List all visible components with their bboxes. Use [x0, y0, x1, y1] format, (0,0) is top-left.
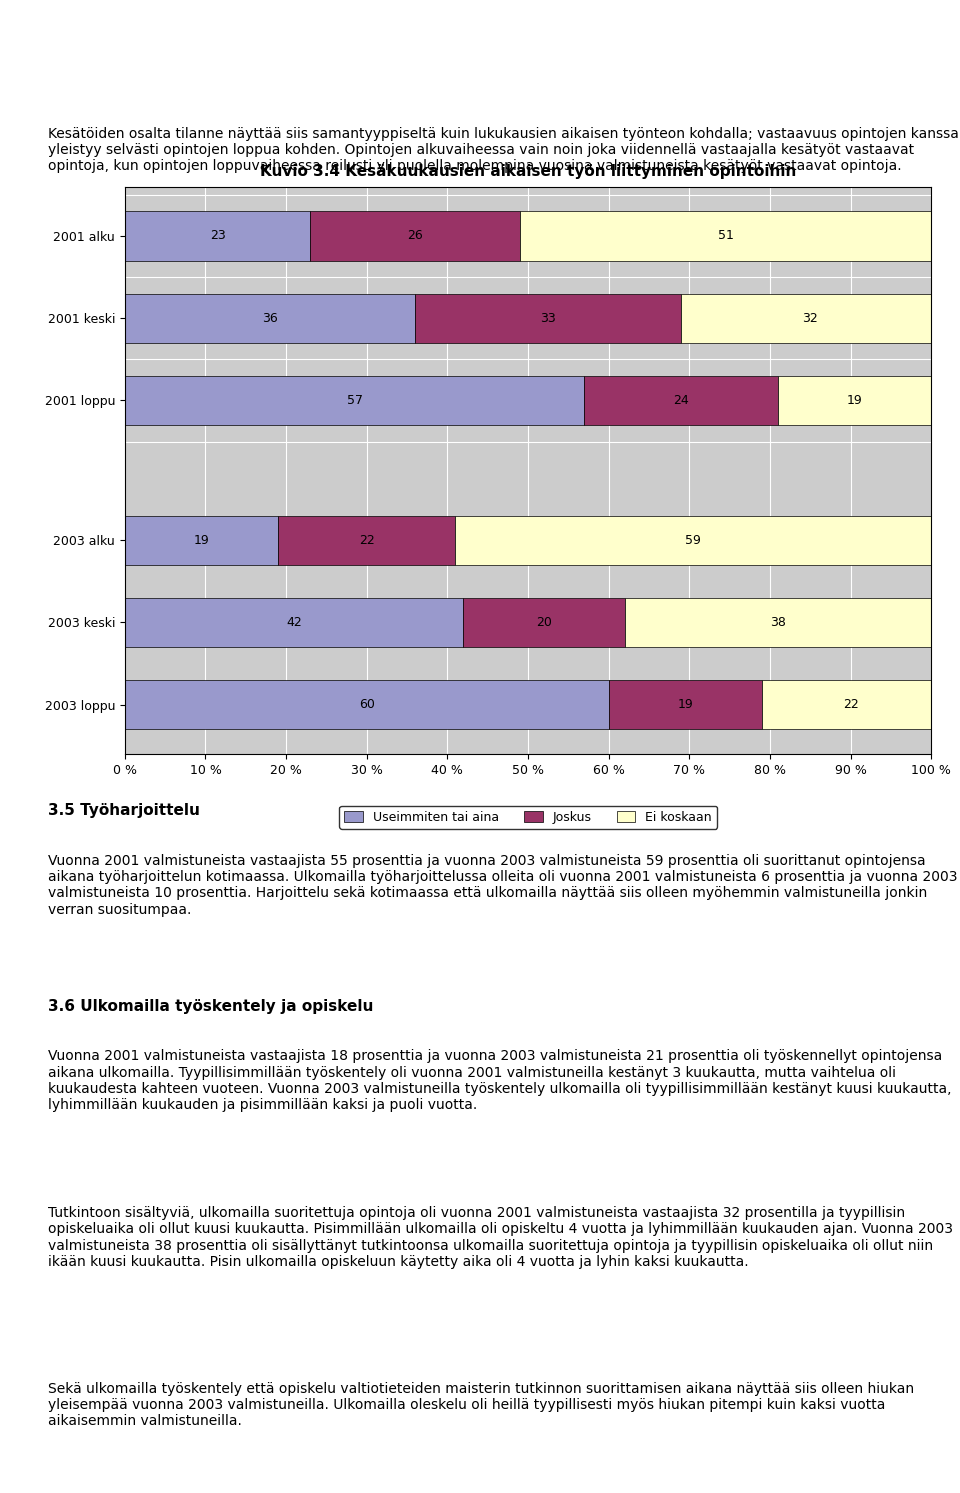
Text: 32: 32 [803, 312, 818, 324]
Text: 59: 59 [685, 533, 701, 546]
Text: Vuonna 2001 valmistuneista vastaajista 55 prosenttia ja vuonna 2003 valmistuneis: Vuonna 2001 valmistuneista vastaajista 5… [48, 854, 957, 917]
Bar [125, 679, 609, 729]
Text: 60: 60 [359, 699, 374, 711]
Text: Vuonna 2001 valmistuneista vastaajista 18 prosenttia ja vuonna 2003 valmistuneis: Vuonna 2001 valmistuneista vastaajista 1… [48, 1050, 951, 1112]
Bar [682, 294, 939, 343]
Bar [625, 597, 931, 646]
Bar [125, 294, 415, 343]
Text: 57: 57 [347, 394, 363, 408]
Bar [125, 597, 464, 646]
Bar [778, 376, 931, 426]
Text: 3.5 Työharjoittelu: 3.5 Työharjoittelu [48, 803, 200, 818]
Bar [585, 376, 778, 426]
Text: 51: 51 [718, 230, 733, 242]
Bar [125, 212, 310, 261]
Bar [125, 376, 585, 426]
Text: 26: 26 [407, 230, 423, 242]
Text: 20: 20 [537, 617, 552, 629]
Text: 19: 19 [678, 699, 693, 711]
Text: 33: 33 [540, 312, 556, 324]
Bar [455, 515, 931, 564]
Legend: Useimmiten tai aina, Joskus, Ei koskaan: Useimmiten tai aina, Joskus, Ei koskaan [339, 806, 717, 829]
Title: Kuvio 3.4 Kesäkuukausien aikaisen työn liittyminen opintoihin: Kuvio 3.4 Kesäkuukausien aikaisen työn l… [260, 164, 796, 179]
Text: 42: 42 [286, 617, 302, 629]
Bar [125, 515, 278, 564]
Text: 19: 19 [847, 394, 862, 408]
Text: 19: 19 [194, 533, 209, 546]
Text: Tutkintoon sisältyviä, ulkomailla suoritettuja opintoja oli vuonna 2001 valmistu: Tutkintoon sisältyviä, ulkomailla suorit… [48, 1206, 953, 1269]
Bar [310, 212, 520, 261]
Text: 23: 23 [209, 230, 226, 242]
Text: Sekä ulkomailla työskentely että opiskelu valtiotieteiden maisterin tutkinnon su: Sekä ulkomailla työskentely että opiskel… [48, 1383, 914, 1429]
Text: 38: 38 [770, 617, 786, 629]
Bar [464, 597, 625, 646]
Bar [520, 212, 931, 261]
Text: Kesätöiden osalta tilanne näyttää siis samantyyppiseltä kuin lukukausien aikaise: Kesätöiden osalta tilanne näyttää siis s… [48, 127, 959, 173]
Bar [278, 515, 455, 564]
Text: 36: 36 [262, 312, 277, 324]
Text: 24: 24 [673, 394, 689, 408]
Bar [762, 679, 939, 729]
Text: 22: 22 [843, 699, 858, 711]
Text: 3.6 Ulkomailla työskentely ja opiskelu: 3.6 Ulkomailla työskentely ja opiskelu [48, 999, 373, 1014]
Bar [415, 294, 682, 343]
Text: 22: 22 [359, 533, 374, 546]
Bar [609, 679, 762, 729]
